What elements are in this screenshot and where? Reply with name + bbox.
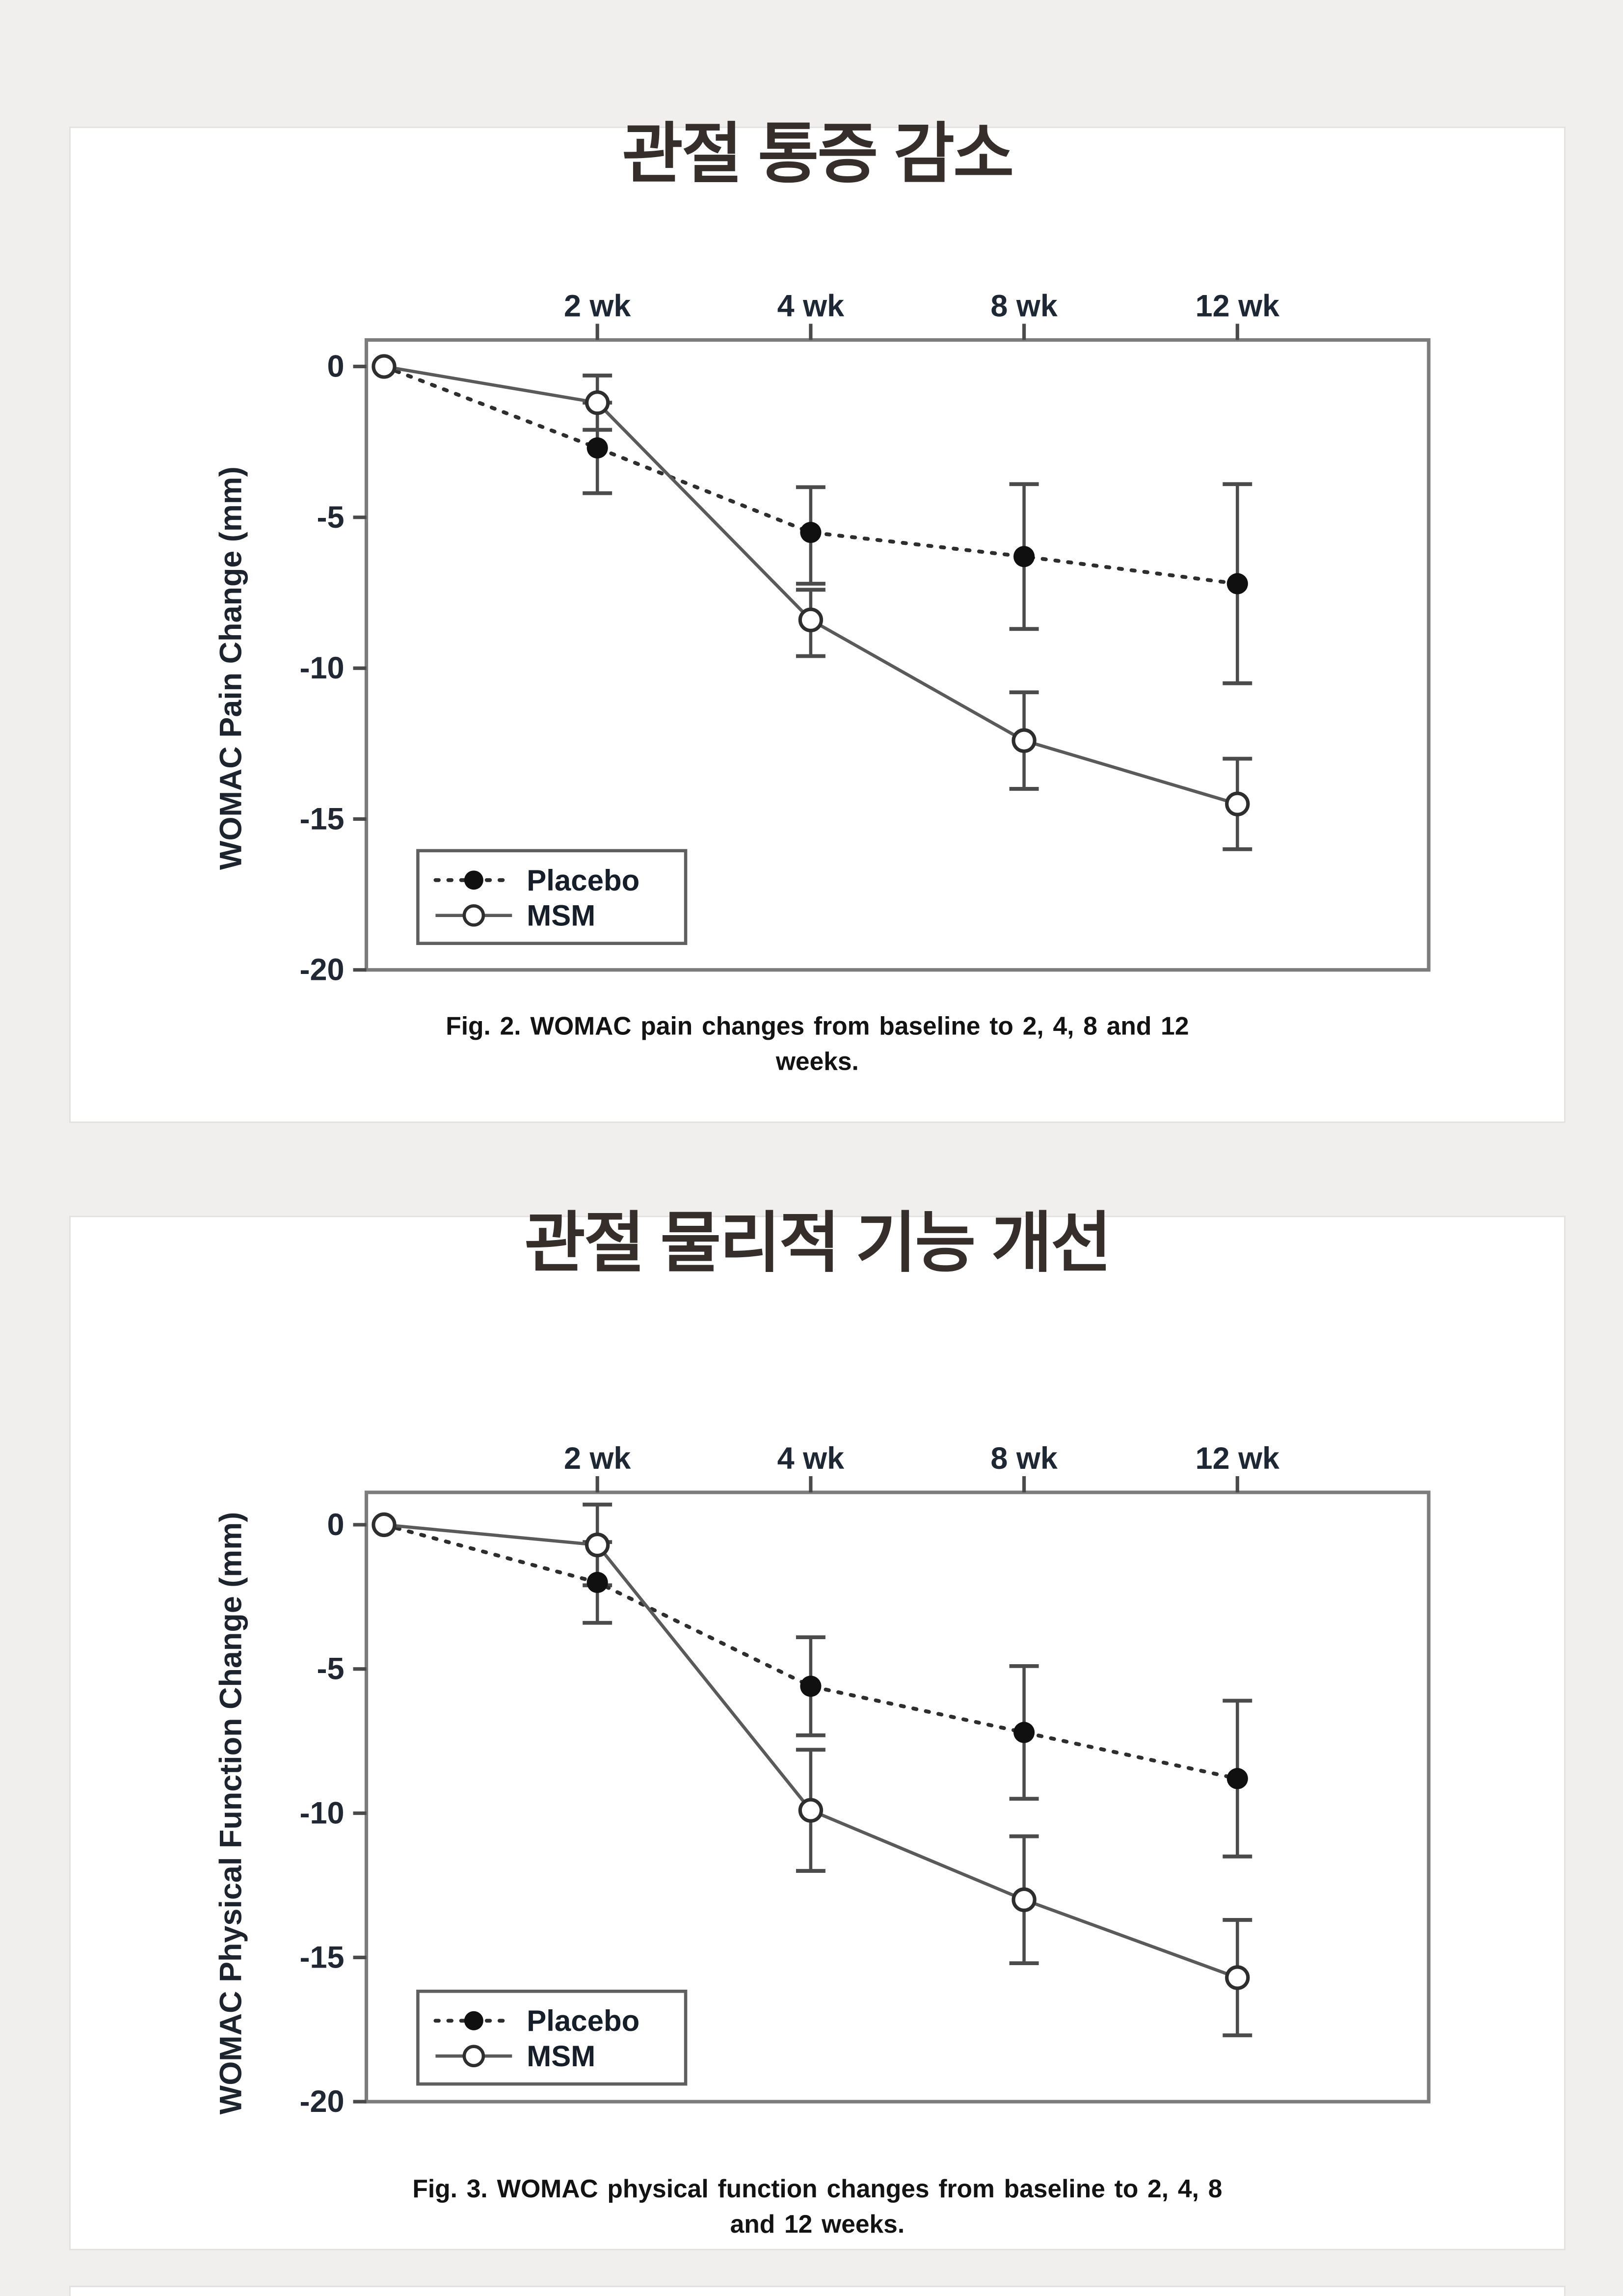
legend-label: Placebo — [527, 864, 639, 897]
x-tick-label: 4 wk — [777, 1441, 845, 1476]
y-tick-label: -20 — [300, 953, 345, 987]
x-tick-label: 4 wk — [777, 289, 845, 324]
placebo-marker — [1226, 1768, 1248, 1789]
y-tick-label: 0 — [327, 349, 345, 383]
physical-function-figure-title: 관절 물리적 기능 개선 — [524, 1205, 1112, 1281]
x-tick-label: 8 wk — [990, 289, 1058, 324]
y-tick-label: -20 — [300, 2084, 345, 2119]
x-tick-label: 2 wk — [564, 289, 631, 324]
y-tick-label: -15 — [300, 802, 345, 836]
msm-marker — [1225, 791, 1250, 816]
y-tick-label: -5 — [317, 500, 345, 535]
legend-label: MSM — [527, 899, 595, 932]
legend-label: MSM — [527, 2040, 595, 2073]
x-tick-label: 12 wk — [1196, 289, 1280, 324]
placebo-marker — [1013, 546, 1035, 567]
legend-box — [416, 849, 688, 945]
pain-figure-title: 관절 통증 감소 — [622, 116, 1014, 191]
next-card-top-edge — [69, 2285, 1566, 2296]
legend-label: Placebo — [527, 2004, 639, 2037]
caption-line: Fig. 2. WOMAC pain changes from baseline… — [446, 1011, 1189, 1041]
y-tick-label: -15 — [300, 1940, 345, 1974]
legend-marker — [464, 870, 483, 890]
legend-box — [416, 1989, 688, 2086]
msm-marker — [1011, 1887, 1037, 1913]
y-tick-label: -5 — [317, 1652, 345, 1686]
placebo-marker — [800, 1675, 822, 1697]
physical-function-chart: 2 wk 4 wk 8 wk 12 wk 0 -5 -10 -15 -20 WOMAC Physi… — [214, 1441, 1431, 2119]
msm-marker — [372, 1512, 397, 1538]
msm-marker — [798, 607, 824, 632]
y-axis-title: WOMAC Pain Change (mm) — [214, 466, 248, 870]
x-tick-label: 8 wk — [990, 1441, 1058, 1476]
y-tick-label: -10 — [300, 651, 345, 685]
physical-function-figure-caption: Fig. 3. WOMAC physical function changes … — [71, 2171, 1564, 2242]
placebo-marker — [800, 521, 822, 543]
pain-chart: 2 wk 4 wk 8 wk 12 wk 0 -5 -10 -15 -20 WOMAC Pain … — [214, 289, 1431, 987]
placebo-marker — [1013, 1722, 1035, 1743]
caption-line: and 12 weeks. — [730, 2209, 905, 2239]
placebo-line — [382, 364, 1240, 586]
msm-marker — [1011, 728, 1037, 753]
y-tick-label: 0 — [327, 1508, 345, 1542]
msm-marker — [372, 354, 397, 379]
y-tick-label: -10 — [300, 1796, 345, 1831]
plot-frame — [364, 338, 1431, 972]
x-tick-label: 2 wk — [564, 1441, 631, 1476]
physical-function-figure-card: 관절 물리적 기능 개선 2 wk 4 wk 8 wk 12 wk 0 -5 -10 -15 -… — [69, 1205, 1566, 2250]
x-tick-label: 12 wk — [1196, 1441, 1280, 1476]
msm-marker — [585, 390, 610, 415]
msm-marker — [798, 1798, 824, 1823]
plot-frame — [364, 1490, 1431, 2104]
pain-figure-caption: Fig. 2. WOMAC pain changes from baseline… — [71, 1008, 1564, 1079]
msm-marker — [585, 1532, 610, 1558]
pain-figure-card: 관절 통증 감소 2 wk 4 wk 8 wk 12 wk 0 -5 -10 -15 -20 WO… — [69, 116, 1566, 1123]
msm-marker — [1225, 1965, 1250, 1990]
legend-marker — [462, 904, 485, 927]
caption-line: Fig. 3. WOMAC physical function changes … — [412, 2174, 1223, 2204]
placebo-marker — [1226, 573, 1248, 594]
y-axis-title: WOMAC Physical Function Change (mm) — [214, 1512, 248, 2114]
placebo-marker — [586, 1571, 608, 1594]
legend-marker — [462, 2045, 485, 2067]
caption-line: weeks. — [775, 1046, 859, 1076]
legend-marker — [464, 2011, 483, 2030]
placebo-marker — [586, 437, 608, 459]
